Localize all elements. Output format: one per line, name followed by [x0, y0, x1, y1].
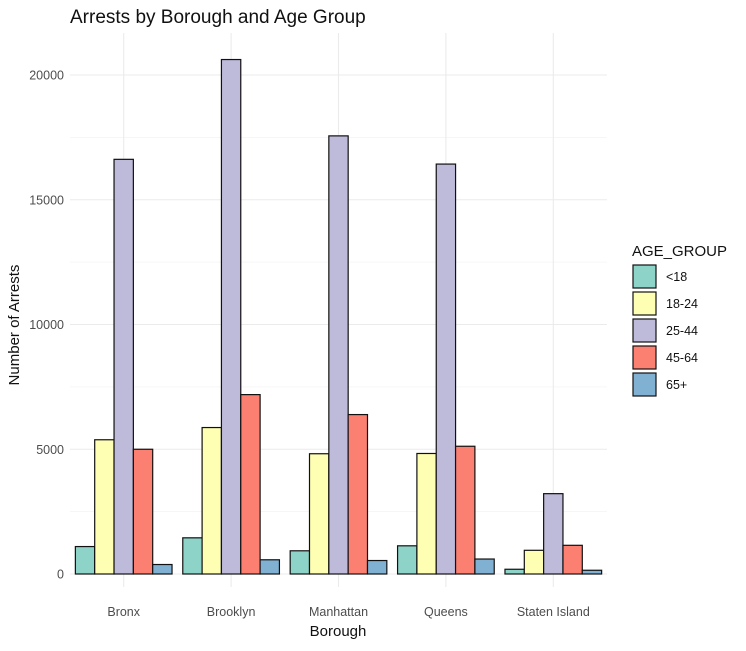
chart-title: Arrests by Borough and Age Group [70, 7, 366, 28]
x-axis-label: Borough [310, 623, 367, 640]
y-tick-label: 5000 [36, 443, 64, 457]
bar [113, 158, 134, 575]
bar [182, 537, 203, 575]
y-axis-ticks: 0 5000 10000 15000 20000 [29, 69, 64, 582]
bar [366, 559, 388, 575]
bar [504, 568, 525, 575]
legend-title: AGE_GROUP [632, 243, 727, 260]
y-axis-label: Number of Arrests [6, 265, 23, 386]
x-tick-label: Queens [424, 605, 468, 619]
bar [523, 549, 545, 575]
bar [454, 445, 476, 575]
bar [435, 163, 457, 575]
bar [132, 448, 154, 575]
y-tick-label: 10000 [29, 318, 64, 332]
bar [347, 413, 369, 575]
legend-items: <18 18-24 25-44 45-64 65+ [632, 264, 698, 397]
x-tick-label: Staten Island [517, 605, 590, 619]
x-tick-label: Manhattan [309, 605, 368, 619]
legend-label: 18-24 [666, 297, 698, 311]
bars [74, 58, 603, 575]
legend-label: <18 [666, 270, 687, 284]
x-tick-label: Bronx [107, 605, 140, 619]
y-tick-label: 0 [57, 568, 64, 582]
x-tick-label: Brooklyn [207, 605, 256, 619]
bar [259, 559, 281, 575]
bar [289, 550, 311, 575]
legend-swatch [632, 291, 657, 316]
bar [308, 453, 330, 575]
y-tick-label: 20000 [29, 69, 64, 83]
bar [396, 545, 418, 575]
y-tick-label: 15000 [29, 193, 64, 207]
legend-label: 65+ [666, 378, 687, 392]
bar [581, 569, 603, 575]
bar [152, 563, 173, 575]
bar [201, 426, 223, 575]
bar [94, 439, 115, 575]
bar [416, 452, 437, 575]
legend-swatch [632, 345, 657, 370]
legend: AGE_GROUP <18 18-24 25-44 45-64 65+ [632, 243, 727, 397]
bar [240, 394, 261, 575]
legend-label: 25-44 [666, 324, 698, 338]
legend-swatch [632, 264, 657, 289]
legend-swatch [632, 372, 657, 397]
bar [74, 545, 96, 575]
x-axis-ticks: Bronx Brooklyn Manhattan Queens Staten Islan… [107, 605, 589, 619]
bar [474, 558, 495, 575]
bar [562, 544, 583, 575]
legend-label: 45-64 [666, 351, 698, 365]
bar [220, 58, 242, 575]
bar [543, 493, 564, 575]
legend-swatch [632, 318, 657, 343]
bar [328, 135, 349, 575]
